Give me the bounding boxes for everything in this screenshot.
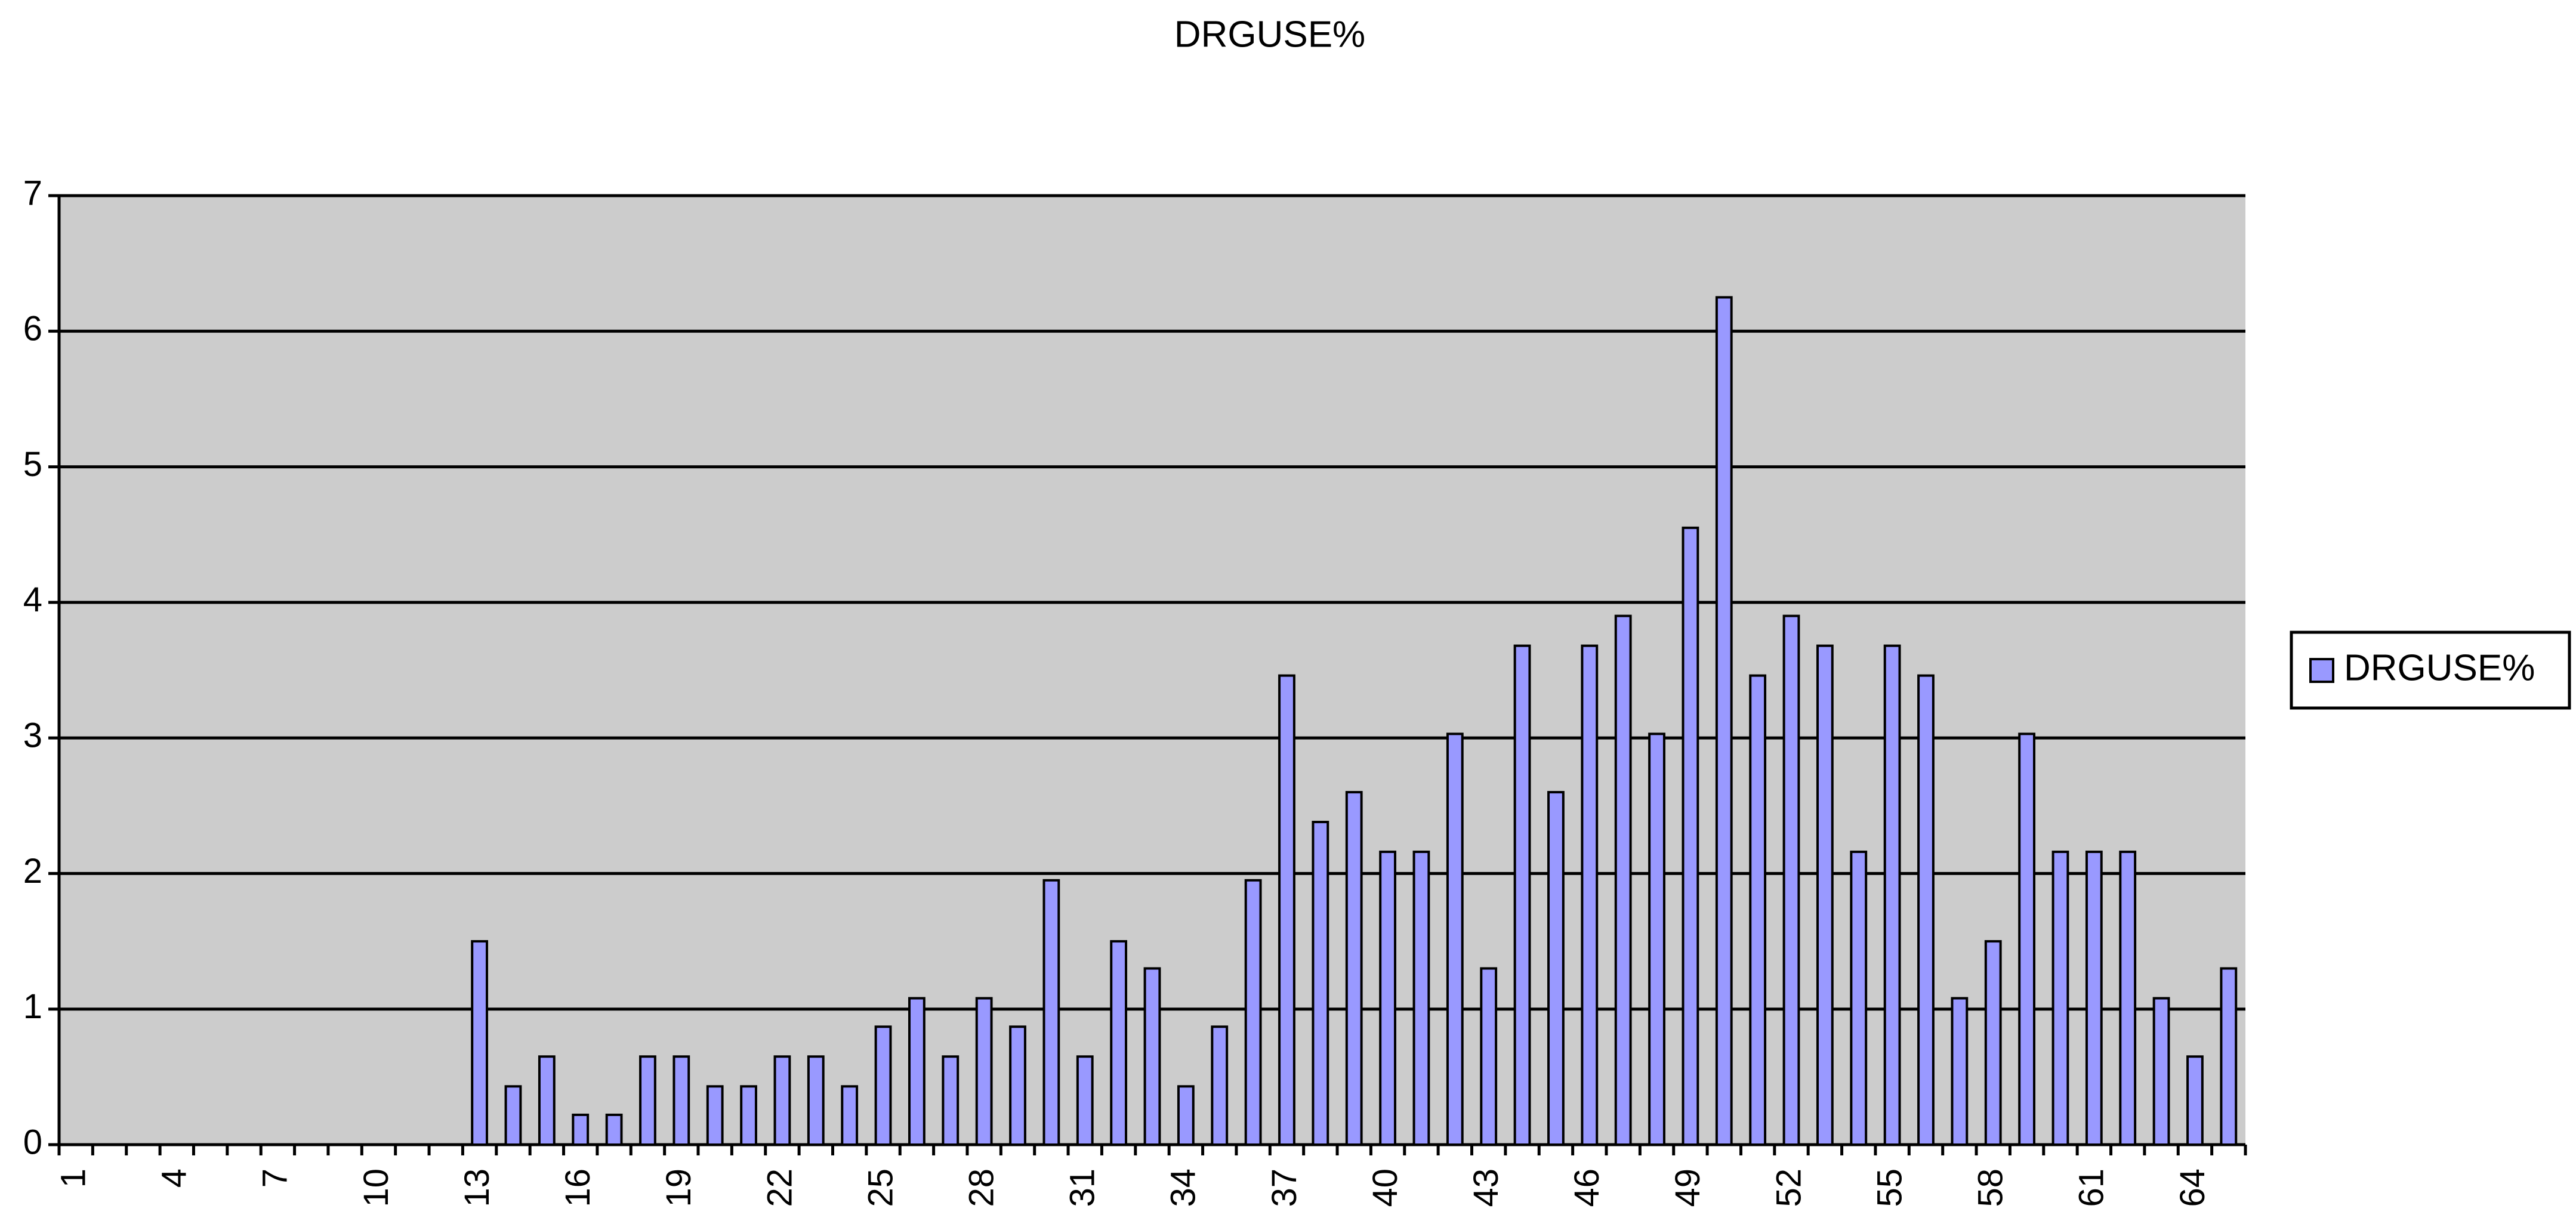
x-tick-label: 46 <box>1568 1169 1606 1207</box>
x-tick-label: 1 <box>54 1169 93 1188</box>
x-tick-label: 64 <box>2173 1169 2212 1207</box>
x-tick-label: 43 <box>1467 1169 1506 1207</box>
x-tick-label: 19 <box>659 1169 698 1207</box>
x-tick-label: 10 <box>357 1169 396 1207</box>
chart-title: DRGUSE% <box>1174 14 1365 55</box>
x-tick-label: 28 <box>962 1169 1001 1207</box>
bar <box>471 940 489 1146</box>
bar <box>1648 732 1665 1146</box>
x-tick-label: 58 <box>1972 1169 2010 1207</box>
bar <box>1446 732 1464 1146</box>
y-tick-label: 7 <box>23 174 42 212</box>
x-tick-label: 13 <box>458 1169 496 1207</box>
bar <box>2220 967 2238 1146</box>
bar <box>2051 851 2069 1146</box>
bar <box>1480 967 1498 1146</box>
bar <box>1614 614 1632 1146</box>
x-tick-label: 4 <box>155 1169 194 1188</box>
x-tick-label: 37 <box>1265 1169 1304 1207</box>
bar <box>2152 997 2170 1146</box>
y-tick-label: 4 <box>23 580 42 619</box>
y-tick-label: 6 <box>23 310 42 348</box>
bar <box>1244 879 1262 1146</box>
bar <box>773 1055 791 1146</box>
bar <box>807 1055 825 1146</box>
bar <box>908 997 925 1146</box>
bar <box>1143 967 1161 1146</box>
bar <box>1345 791 1363 1146</box>
bar <box>2119 851 2137 1146</box>
bar <box>1110 940 1128 1146</box>
legend-label: DRGUSE% <box>2344 647 2535 688</box>
bar <box>504 1085 522 1146</box>
bar <box>538 1055 556 1146</box>
bar <box>740 1085 757 1146</box>
bar <box>2018 732 2036 1146</box>
y-tick-label: 3 <box>23 716 42 755</box>
bar <box>841 1085 859 1146</box>
bar <box>1211 1025 1229 1146</box>
bar <box>1379 851 1396 1146</box>
bar <box>1547 791 1565 1146</box>
bar <box>1177 1085 1195 1146</box>
bar <box>672 1055 690 1146</box>
bar <box>1917 674 1935 1146</box>
bar <box>1782 614 1800 1146</box>
x-tick-label: 55 <box>1870 1169 1909 1207</box>
x-tick-label: 25 <box>861 1169 900 1207</box>
bar <box>1984 940 2002 1146</box>
bar <box>1850 851 1868 1146</box>
bar <box>1513 644 1531 1146</box>
bar <box>2186 1055 2204 1146</box>
bar <box>1951 997 1969 1146</box>
bar <box>639 1055 656 1146</box>
x-tick-label: 31 <box>1063 1169 1102 1207</box>
bar <box>1076 1055 1094 1146</box>
bar <box>874 1025 892 1146</box>
x-tick-label: 34 <box>1164 1169 1203 1207</box>
bar <box>1682 526 1699 1146</box>
bar <box>706 1085 724 1146</box>
x-tick-label: 49 <box>1668 1169 1707 1207</box>
x-tick-label: 40 <box>1366 1169 1405 1207</box>
bar <box>1412 851 1430 1146</box>
bar <box>942 1055 960 1146</box>
x-tick-label: 7 <box>256 1169 295 1188</box>
bar <box>1042 879 1060 1146</box>
bar <box>975 997 993 1146</box>
bar <box>605 1113 623 1146</box>
y-tick-label: 0 <box>23 1123 42 1161</box>
x-tick-label: 61 <box>2072 1169 2111 1207</box>
legend-box <box>2290 630 2571 710</box>
y-tick-label: 1 <box>23 987 42 1026</box>
bar <box>1883 644 1901 1146</box>
bar <box>1816 644 1834 1146</box>
bar <box>572 1113 590 1146</box>
y-tick-label: 2 <box>23 852 42 891</box>
bar <box>1749 674 1767 1146</box>
bar <box>2085 851 2103 1146</box>
legend-swatch <box>2309 658 2334 683</box>
x-tick-label: 52 <box>1769 1169 1808 1207</box>
bar <box>1009 1025 1026 1146</box>
x-tick-label: 16 <box>559 1169 597 1207</box>
bar <box>1715 296 1733 1146</box>
y-tick-label: 5 <box>23 445 42 484</box>
bar <box>1278 674 1295 1146</box>
x-tick-label: 22 <box>760 1169 799 1207</box>
bar <box>1312 821 1329 1146</box>
bar <box>1581 644 1599 1146</box>
